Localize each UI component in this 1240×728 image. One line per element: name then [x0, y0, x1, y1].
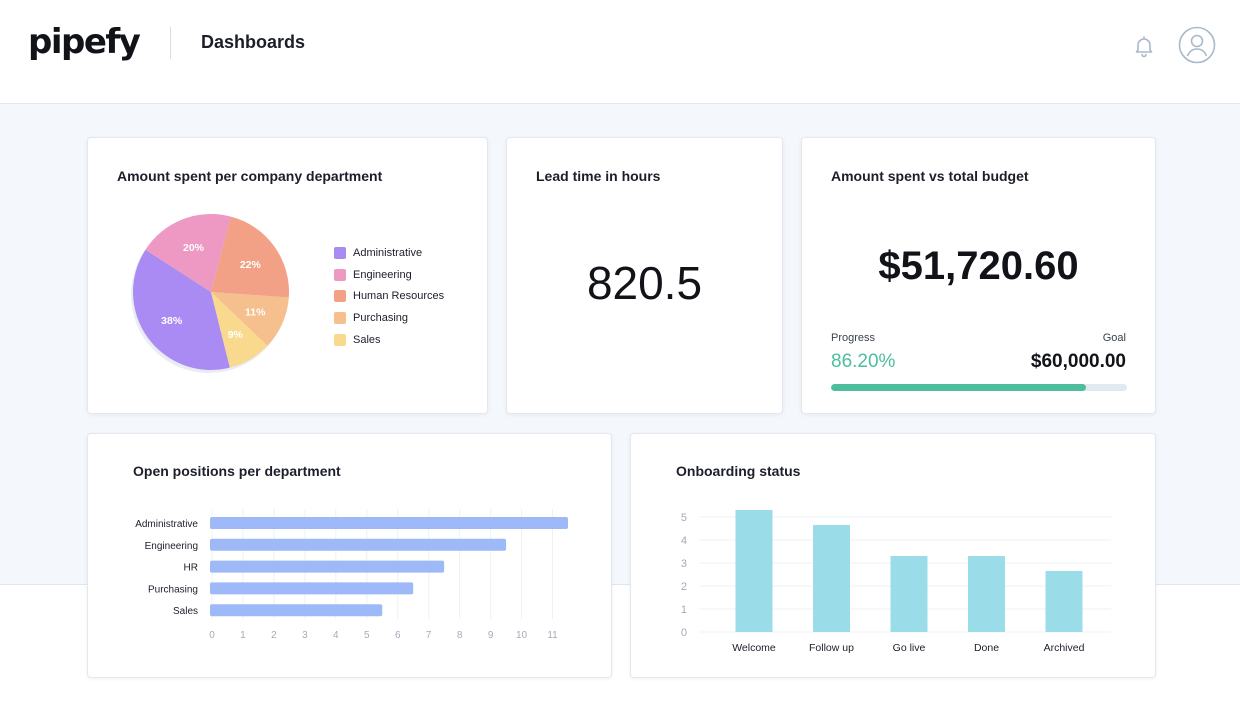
card-title: Open positions per department	[133, 463, 341, 479]
y-tick-label: HR	[184, 563, 198, 574]
x-tick-label: Go live	[893, 642, 926, 654]
card-title: Onboarding status	[676, 463, 801, 479]
x-tick-label: 10	[516, 630, 528, 641]
budget-card: Amount spent vs total budget $51,720.60 …	[801, 137, 1156, 414]
pie-slice-administrative[interactable]	[133, 249, 230, 370]
legend-label: Human Resources	[353, 290, 445, 303]
y-tick-label: Sales	[173, 606, 198, 617]
lead-time-card: Lead time in hours 820.5	[506, 137, 783, 414]
bar-sales[interactable]	[210, 604, 383, 617]
x-tick-label: 5	[364, 630, 370, 641]
bar-archived[interactable]	[1045, 571, 1083, 632]
top-header: pipefy Dashboards	[0, 0, 1240, 104]
x-tick-label: 2	[271, 630, 277, 641]
x-tick-label: 7	[426, 630, 432, 641]
x-tick-label: Archived	[1044, 642, 1085, 654]
legend-item-human-resources[interactable]: Human Resources	[334, 286, 444, 308]
progress-bar-track	[831, 384, 1127, 391]
x-tick-label: 9	[488, 630, 494, 641]
bar-done[interactable]	[968, 556, 1005, 632]
legend-label: Administrative	[353, 246, 423, 259]
x-tick-label: 1	[240, 630, 246, 641]
x-tick-label: Follow up	[809, 642, 854, 654]
open-positions-card: Open positions per department 0 1 2 3 4 5 6 7 8 9…	[87, 433, 612, 678]
progress-value: 86.20%	[831, 351, 896, 372]
legend-swatch	[334, 334, 346, 347]
user-avatar-icon[interactable]	[1178, 26, 1216, 64]
legend-label: Purchasing	[353, 312, 409, 325]
open-positions-chart: 0 1 2 3 4 5 6 7 8 9 10 11 Administrative Engineering H…	[135, 509, 568, 641]
pie-slice-engineering[interactable]	[145, 214, 231, 292]
pie-legend: Administrative Engineering Human Resourc…	[334, 242, 444, 351]
y-tick-label: 3	[681, 558, 687, 570]
bar-hr[interactable]	[210, 560, 445, 573]
card-title: Amount spent per company department	[117, 168, 383, 184]
pipefy-logo[interactable]: pipefy	[28, 22, 141, 62]
legend-item-purchasing[interactable]: Purchasing	[334, 307, 444, 329]
legend-swatch	[334, 312, 346, 325]
x-tick-label: 8	[457, 630, 463, 641]
legend-item-administrative[interactable]: Administrative	[334, 242, 444, 264]
y-tick-label: 5	[681, 512, 687, 524]
lead-time-value: 820.5	[586, 257, 703, 309]
legend-label: Sales	[353, 334, 381, 347]
y-tick-label: 1	[681, 604, 687, 616]
x-tick-label: 0	[209, 630, 215, 641]
x-tick-label: 11	[547, 630, 558, 641]
legend-item-sales[interactable]: Sales	[334, 329, 444, 351]
legend-label: Engineering	[353, 268, 412, 281]
legend-item-engineering[interactable]: Engineering	[334, 264, 444, 286]
page-title: Dashboards	[201, 32, 306, 52]
bar-welcome[interactable]	[735, 510, 773, 632]
bar-follow-up[interactable]	[813, 524, 850, 632]
y-tick-label: 2	[681, 581, 687, 593]
y-tick-label: Purchasing	[148, 584, 198, 595]
y-tick-label: 4	[681, 535, 687, 547]
amount-spent-value: $51,720.60	[878, 244, 1079, 288]
pie-chart: 38% 20% 22% 11%9%	[131, 214, 289, 373]
progress-label: Progress	[831, 332, 876, 344]
pie-label-sales: 9%	[228, 329, 244, 341]
legend-swatch	[334, 246, 346, 259]
bar-go-live[interactable]	[890, 556, 928, 632]
pie-slice-purchasing[interactable]	[211, 292, 289, 346]
x-tick-label: Welcome	[732, 642, 776, 654]
x-tick-label: Done	[974, 642, 999, 654]
y-tick-label: Administrative	[135, 519, 198, 530]
bar-engineering[interactable]	[210, 538, 507, 551]
legend-swatch	[334, 268, 346, 281]
bar-administrative[interactable]	[210, 517, 568, 529]
bell-icon[interactable]	[1132, 34, 1156, 58]
y-tick-label: 0	[681, 627, 687, 639]
onboarding-status-card: Onboarding status 0 1 2 3 4 5 Welcome Follow up…	[630, 433, 1156, 678]
pie-slice-sales[interactable]	[211, 292, 268, 368]
pie-label-human-resources: 22%	[240, 259, 262, 271]
y-tick-label: Engineering	[145, 541, 198, 552]
progress-bar-fill	[831, 384, 1087, 391]
pie-chart-card: Amount spent per company department 38% 2…	[87, 137, 488, 414]
header-divider	[170, 27, 171, 59]
x-tick-label: 3	[302, 630, 308, 641]
bar-purchasing[interactable]	[210, 582, 414, 595]
legend-swatch	[334, 290, 346, 303]
goal-label: Goal	[1102, 332, 1126, 344]
x-tick-label: 4	[333, 630, 339, 641]
card-title: Lead time in hours	[536, 168, 661, 184]
goal-value: $60,000.00	[1030, 351, 1126, 372]
pie-label-purchasing: 11%	[245, 307, 266, 319]
x-tick-label: 6	[395, 630, 401, 641]
onboarding-chart: 0 1 2 3 4 5 Welcome Follow up Go live Done Archive…	[681, 510, 1111, 654]
card-title: Amount spent vs total budget	[831, 168, 1029, 184]
pie-label-engineering: 20%	[183, 242, 205, 254]
pie-label-administrative: 38%	[161, 315, 183, 327]
pie-slice-human-resources[interactable]	[211, 216, 289, 298]
